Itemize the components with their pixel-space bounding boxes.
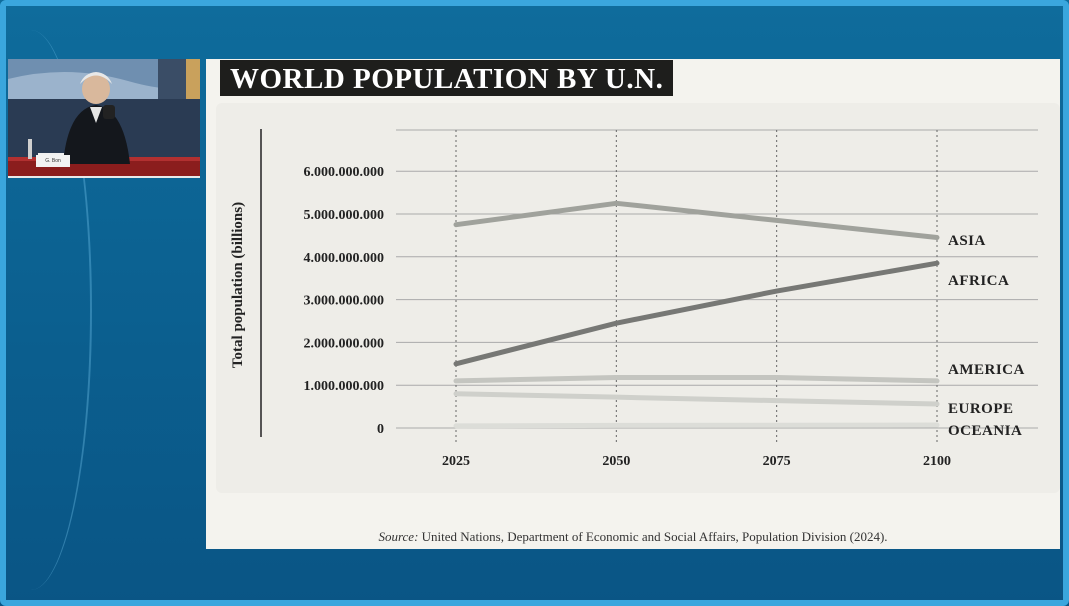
legend-label-america: AMERICA [948,362,1025,378]
series-line-oceania [453,422,940,429]
source-note: Source: United Nations, Department of Ec… [206,529,1060,545]
nameplate: G. Bon [36,155,70,167]
series-line-asia [453,200,940,241]
y-tick-label: 6.000.000.000 [304,165,385,180]
source-text: United Nations, Department of Economic a… [421,529,888,544]
series-line-africa [453,260,940,367]
speaker-thumbnail[interactable]: G. Bon [8,59,200,178]
y-tick-label: 2.000.000.000 [304,336,385,351]
slide-title: WORLD POPULATION BY U.N. [220,60,674,96]
x-tick-label: 2075 [763,454,791,469]
y-tick-label: 5.000.000.000 [304,208,385,223]
legend-label-asia: ASIA [948,233,986,249]
series-line-america [453,374,940,384]
y-axis-label: Total population (billions) [230,202,246,368]
source-label: Source: [378,529,419,544]
y-tick-label: 3.000.000.000 [304,294,385,309]
legend-label-oceania: OCEANIA [948,423,1022,439]
speaker-photo-icon [8,59,200,176]
presentation-slide: WORLD POPULATION BY U.N. 0 1.000.000.000 2… [206,59,1060,549]
y-tick-label: 1.000.000.000 [304,379,385,394]
series-line-europe [453,391,940,407]
population-line-chart: 0 1.000.000.000 2.000.000.000 3.000.000.000… [230,129,1038,469]
legend-label-europe: EUROPE [948,401,1014,417]
x-tick-label: 2025 [442,454,470,469]
y-tick-label: 4.000.000.000 [304,251,385,266]
legend-label-africa: AFRICA [948,273,1009,289]
y-tick-label: 0 [377,422,384,437]
background-swoosh [0,30,92,590]
x-tick-label: 2100 [923,454,951,469]
x-tick-label: 2050 [602,454,630,469]
